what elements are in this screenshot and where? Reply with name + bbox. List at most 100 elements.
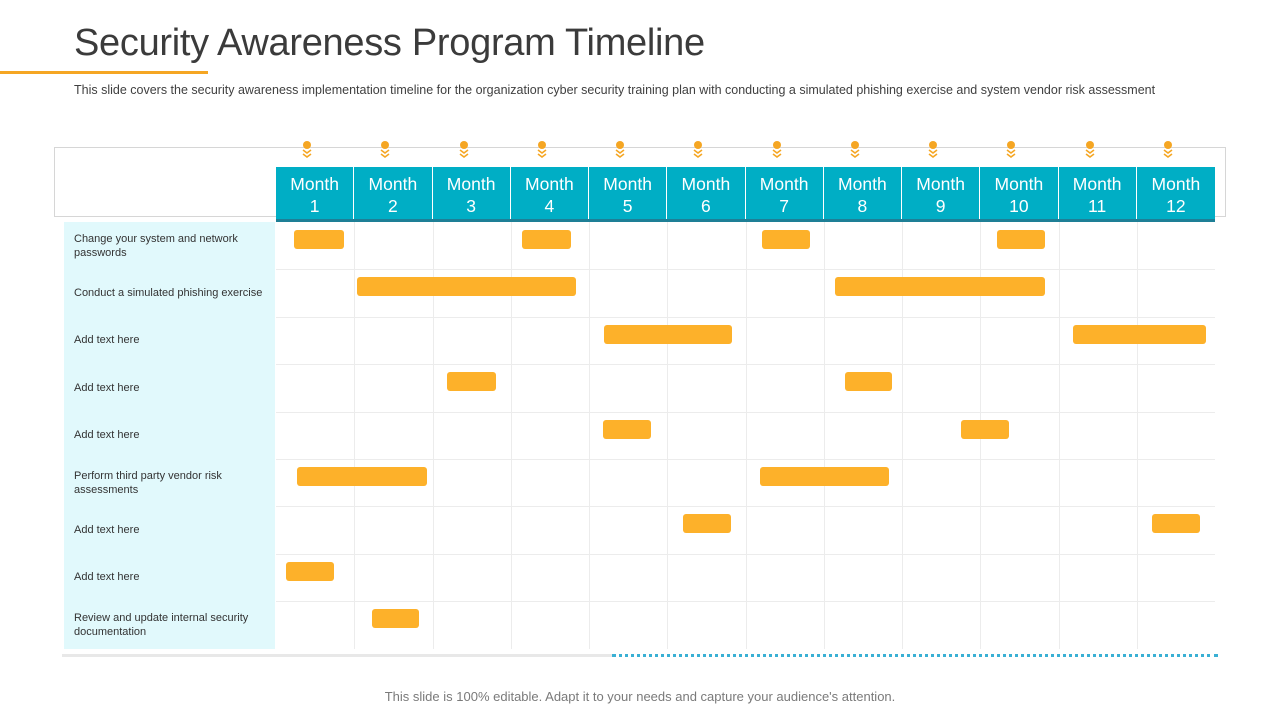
timeline-bar — [759, 467, 889, 486]
timeline-bar — [834, 277, 1046, 297]
grid-horizontal-line — [276, 601, 1215, 603]
timeline-bar — [603, 419, 651, 439]
month-number: 3 — [466, 196, 476, 216]
timeline-bar — [297, 467, 428, 486]
month-number: 4 — [544, 196, 555, 216]
month-word: Month — [290, 174, 339, 194]
grid-vertical-line — [589, 222, 590, 649]
grid-horizontal-line — [276, 364, 1215, 366]
grid-vertical-line — [354, 222, 356, 649]
timeline-bar — [961, 419, 1010, 439]
month-number: 9 — [935, 196, 946, 216]
timeline-bar — [522, 230, 571, 249]
task-label-column — [64, 222, 275, 649]
pin-marker-icon — [927, 141, 939, 163]
month-header-cell: Month 11 — [1058, 167, 1137, 222]
pin-marker-icon — [301, 141, 313, 163]
timeline-bar — [357, 277, 576, 297]
grid-vertical-line — [823, 222, 825, 649]
timeline-bar — [1073, 324, 1206, 344]
timeline-bar — [996, 230, 1046, 249]
month-word: Month — [681, 174, 731, 194]
month-header-cell: Month 7 — [745, 167, 824, 222]
pin-marker-icon — [1084, 141, 1096, 163]
month-word: Month — [838, 174, 887, 194]
timeline-bar — [682, 514, 731, 534]
timeline-bar — [844, 372, 892, 392]
grid-vertical-line — [745, 222, 747, 649]
month-number: 10 — [1009, 196, 1029, 216]
month-header-cell: Month 6 — [667, 167, 746, 222]
pin-marker-icon — [1162, 141, 1174, 163]
month-header-cell: Month 1 — [276, 167, 355, 222]
month-header-row: Month 1 Month 2 Month 3 Month 4 Month 5 Month 6 Mont… — [276, 167, 1215, 222]
task-label: Perform third party vendor risk assessme… — [74, 469, 222, 496]
pin-marker-icon — [1005, 141, 1017, 163]
month-word: Month — [994, 174, 1044, 194]
timeline-bar — [761, 230, 811, 249]
month-header-cell: Month 4 — [510, 167, 589, 222]
month-word: Month — [759, 174, 809, 194]
task-label: Add text here — [74, 381, 140, 394]
month-word: Month — [446, 174, 496, 194]
timeline-bar — [286, 561, 334, 581]
pin-marker-icon — [536, 141, 548, 163]
month-header-cell: Month 3 — [432, 167, 511, 222]
month-header-cell: Month 2 — [354, 167, 433, 222]
month-word: Month — [1072, 174, 1122, 194]
month-number: 2 — [388, 196, 398, 216]
task-label: Add text here — [74, 571, 140, 584]
task-label: Review and update internal security docu… — [74, 611, 249, 638]
grid-horizontal-line — [276, 459, 1215, 460]
timeline-bar — [293, 230, 345, 249]
timeline-bar — [372, 609, 420, 629]
month-number: 12 — [1166, 196, 1186, 216]
month-number: 8 — [857, 196, 868, 216]
month-word: Month — [368, 174, 418, 194]
month-number: 6 — [701, 196, 711, 216]
grid-vertical-line — [1058, 222, 1060, 649]
grid-horizontal-line — [276, 411, 1215, 413]
page-subtitle: This slide covers the security awareness… — [74, 83, 1156, 97]
pin-marker-icon — [458, 141, 470, 163]
grid-horizontal-line — [276, 316, 1215, 318]
month-word: Month — [1151, 174, 1201, 194]
task-label: Add text here — [74, 334, 140, 347]
month-header-cell: Month 9 — [902, 167, 981, 222]
month-word: Month — [603, 174, 652, 194]
month-header-cell: Month 12 — [1136, 167, 1215, 222]
grid-vertical-line — [510, 222, 512, 649]
timeline-bar — [447, 372, 496, 392]
task-label: Change your system and network passwords — [74, 232, 238, 259]
pin-marker-icon — [692, 141, 704, 163]
footer-divider — [62, 654, 612, 657]
month-number: 7 — [779, 196, 789, 216]
month-number: 11 — [1088, 196, 1107, 216]
month-number: 1 — [309, 196, 320, 216]
title-accent-line — [0, 71, 208, 74]
pin-marker-icon — [771, 141, 783, 163]
task-label: Conduct a simulated phishing exercise — [74, 287, 263, 300]
pin-marker-icon — [849, 141, 861, 163]
footnote: This slide is 100% editable. Adapt it to… — [384, 689, 896, 704]
footer-dotted-line — [612, 654, 1218, 657]
task-label: Add text here — [74, 524, 140, 537]
pin-marker-icon — [379, 141, 391, 163]
timeline-grid — [276, 222, 1215, 649]
month-header-cell: Month 10 — [980, 167, 1059, 222]
month-header-cell: Month 5 — [589, 167, 668, 222]
grid-horizontal-line — [276, 269, 1215, 271]
month-word: Month — [916, 174, 965, 194]
grid-vertical-line — [1136, 222, 1138, 649]
month-number: 5 — [622, 196, 633, 216]
grid-vertical-line — [902, 222, 903, 649]
grid-vertical-line — [432, 222, 434, 649]
month-header-cell: Month 8 — [823, 167, 902, 222]
page-title: Security Awareness Program Timeline — [74, 22, 705, 64]
grid-horizontal-line — [276, 506, 1215, 508]
grid-horizontal-line — [276, 553, 1215, 555]
grid-vertical-line — [667, 222, 669, 649]
pin-marker-icon — [614, 141, 626, 163]
month-word: Month — [525, 174, 574, 194]
task-label: Add text here — [74, 429, 140, 442]
